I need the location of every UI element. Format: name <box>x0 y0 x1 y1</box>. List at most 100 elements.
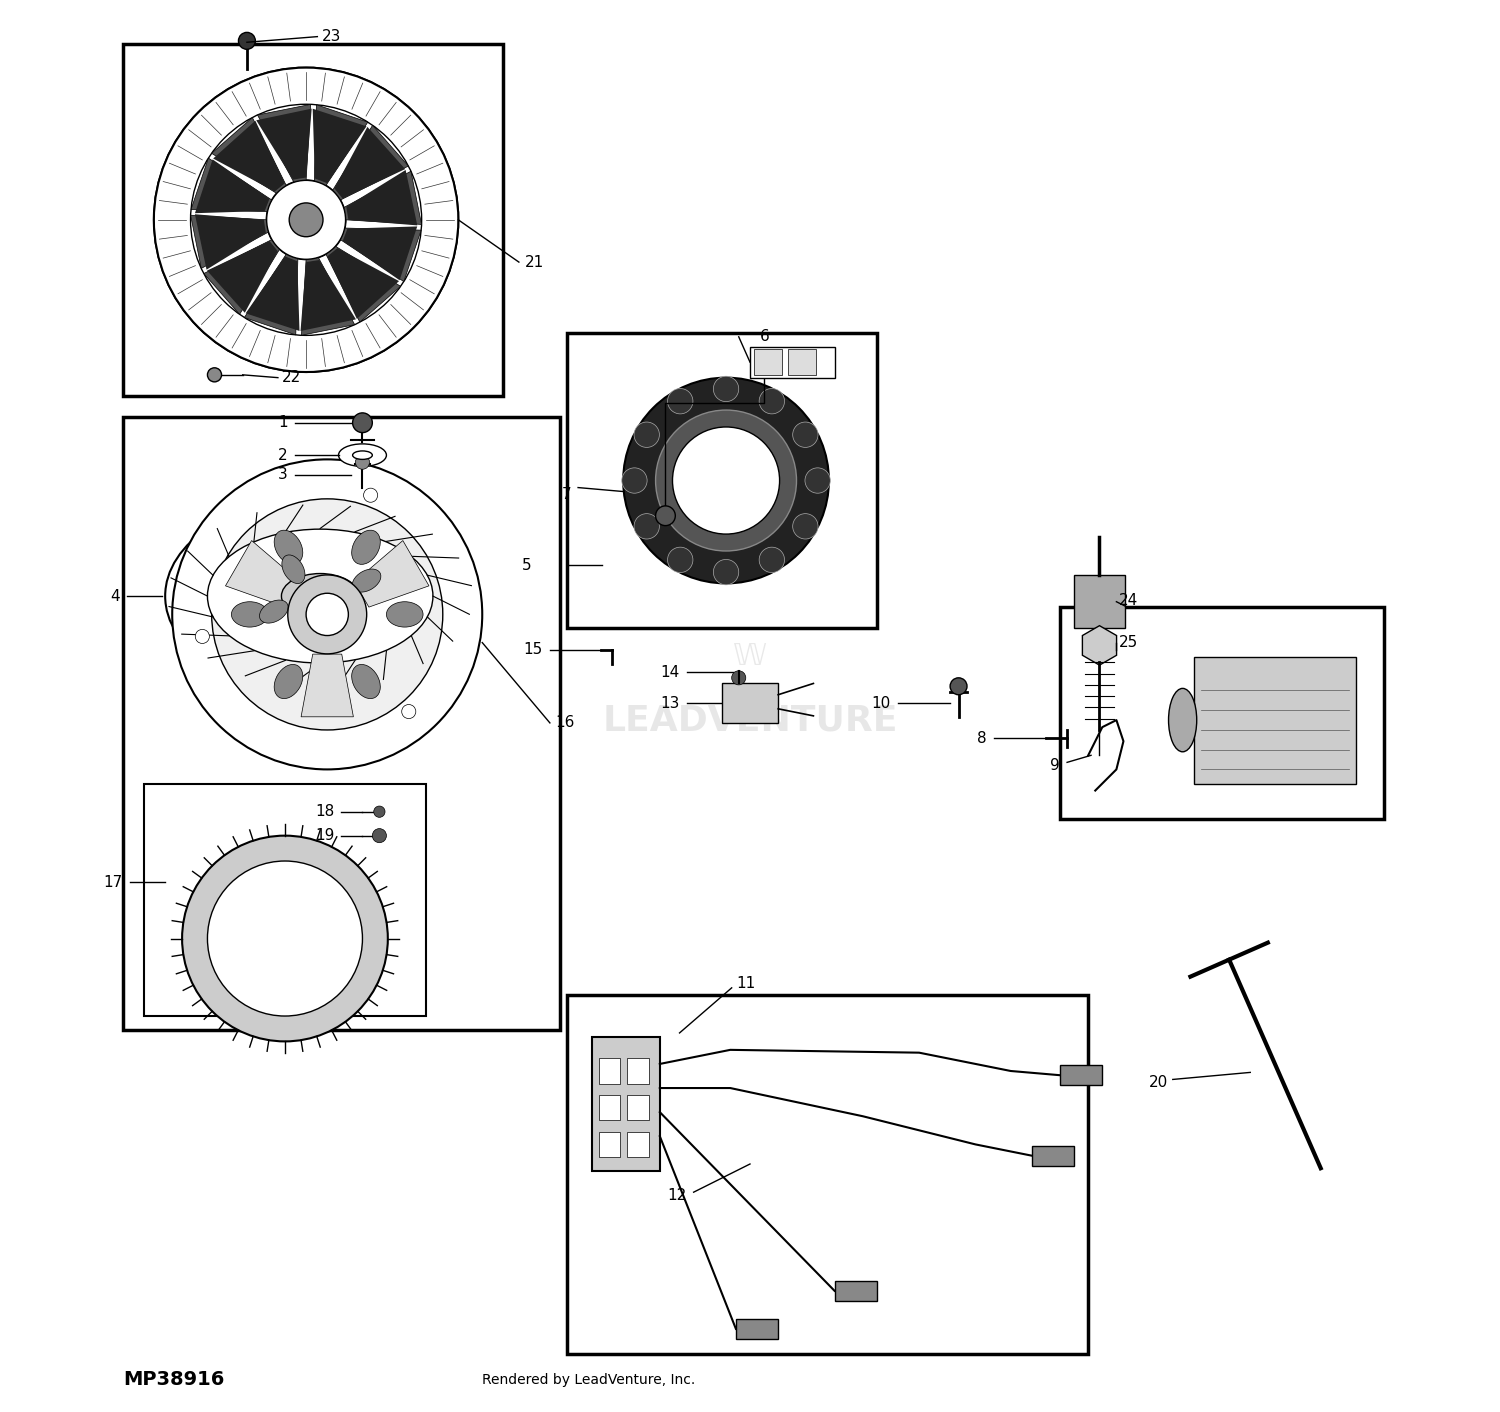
Bar <box>1060 1065 1102 1084</box>
Bar <box>1194 657 1356 784</box>
Circle shape <box>172 459 482 770</box>
Polygon shape <box>300 260 355 330</box>
Ellipse shape <box>714 559 738 585</box>
Polygon shape <box>256 109 312 179</box>
Ellipse shape <box>634 422 660 448</box>
Text: 7: 7 <box>561 487 572 503</box>
Polygon shape <box>207 241 278 312</box>
Text: 6: 6 <box>760 329 770 345</box>
Bar <box>567 995 1088 1354</box>
Circle shape <box>356 455 369 469</box>
Text: 19: 19 <box>315 829 334 843</box>
Text: 25: 25 <box>1119 635 1138 650</box>
Ellipse shape <box>668 548 693 572</box>
Polygon shape <box>195 215 266 270</box>
Ellipse shape <box>759 548 784 572</box>
Ellipse shape <box>336 609 358 637</box>
Text: 13: 13 <box>660 696 680 710</box>
Ellipse shape <box>351 530 381 565</box>
Bar <box>598 1094 621 1120</box>
Circle shape <box>352 412 372 432</box>
Text: 5: 5 <box>522 558 531 573</box>
Ellipse shape <box>352 569 381 592</box>
Circle shape <box>207 367 222 381</box>
Circle shape <box>195 630 210 644</box>
Bar <box>736 1319 778 1339</box>
Polygon shape <box>302 257 354 335</box>
Polygon shape <box>302 654 354 717</box>
Polygon shape <box>204 240 279 315</box>
Bar <box>834 1281 878 1300</box>
Polygon shape <box>346 169 417 226</box>
Bar <box>598 1131 621 1156</box>
Ellipse shape <box>352 450 372 459</box>
Polygon shape <box>342 226 417 280</box>
Polygon shape <box>246 257 300 330</box>
Ellipse shape <box>668 388 693 414</box>
Circle shape <box>372 829 387 843</box>
Ellipse shape <box>260 600 288 623</box>
Bar <box>567 333 878 628</box>
Circle shape <box>154 68 459 371</box>
Text: 8: 8 <box>976 731 987 746</box>
Circle shape <box>622 377 830 583</box>
Polygon shape <box>190 158 272 212</box>
Text: 17: 17 <box>104 874 123 890</box>
Text: LEADVENTURE: LEADVENTURE <box>602 703 897 737</box>
Bar <box>1060 607 1384 819</box>
Polygon shape <box>1083 626 1116 665</box>
Ellipse shape <box>714 376 738 401</box>
Bar <box>722 683 778 723</box>
Text: 4: 4 <box>111 589 120 603</box>
Ellipse shape <box>274 530 303 565</box>
Text: 23: 23 <box>321 30 340 44</box>
Bar <box>754 349 783 374</box>
Text: 21: 21 <box>525 254 544 270</box>
Polygon shape <box>326 246 400 322</box>
Text: 16: 16 <box>555 716 574 730</box>
Circle shape <box>374 806 386 818</box>
Polygon shape <box>312 109 366 184</box>
Text: MP38916: MP38916 <box>123 1370 225 1389</box>
Polygon shape <box>195 160 270 213</box>
Ellipse shape <box>759 388 784 414</box>
Bar <box>627 1094 648 1120</box>
Text: 3: 3 <box>278 467 288 483</box>
Polygon shape <box>244 254 298 335</box>
Circle shape <box>950 678 968 695</box>
Circle shape <box>238 32 255 49</box>
Ellipse shape <box>282 555 304 583</box>
Ellipse shape <box>1168 689 1197 751</box>
Circle shape <box>732 671 746 685</box>
Bar <box>1032 1145 1074 1165</box>
Circle shape <box>672 426 780 534</box>
Ellipse shape <box>351 665 381 699</box>
Polygon shape <box>354 541 429 607</box>
Text: 20: 20 <box>1149 1075 1168 1090</box>
Polygon shape <box>333 126 408 201</box>
Circle shape <box>182 836 388 1042</box>
Circle shape <box>267 181 345 260</box>
Bar <box>627 1131 648 1156</box>
Text: 24: 24 <box>1119 593 1138 607</box>
Circle shape <box>207 861 363 1017</box>
Ellipse shape <box>231 602 268 627</box>
Bar <box>123 417 560 1031</box>
Polygon shape <box>213 121 285 192</box>
Circle shape <box>154 68 459 371</box>
Bar <box>592 1038 660 1171</box>
Ellipse shape <box>387 602 423 627</box>
Circle shape <box>190 104 422 336</box>
Circle shape <box>402 705 416 719</box>
Polygon shape <box>315 104 368 185</box>
Text: 𝕎: 𝕎 <box>734 642 766 671</box>
Circle shape <box>211 498 442 730</box>
Circle shape <box>656 505 675 525</box>
Text: 12: 12 <box>668 1187 687 1203</box>
Bar <box>627 1059 648 1083</box>
Ellipse shape <box>274 665 303 699</box>
Text: 2: 2 <box>278 448 288 463</box>
Bar <box>750 347 834 377</box>
Ellipse shape <box>634 514 660 539</box>
Ellipse shape <box>282 573 358 618</box>
